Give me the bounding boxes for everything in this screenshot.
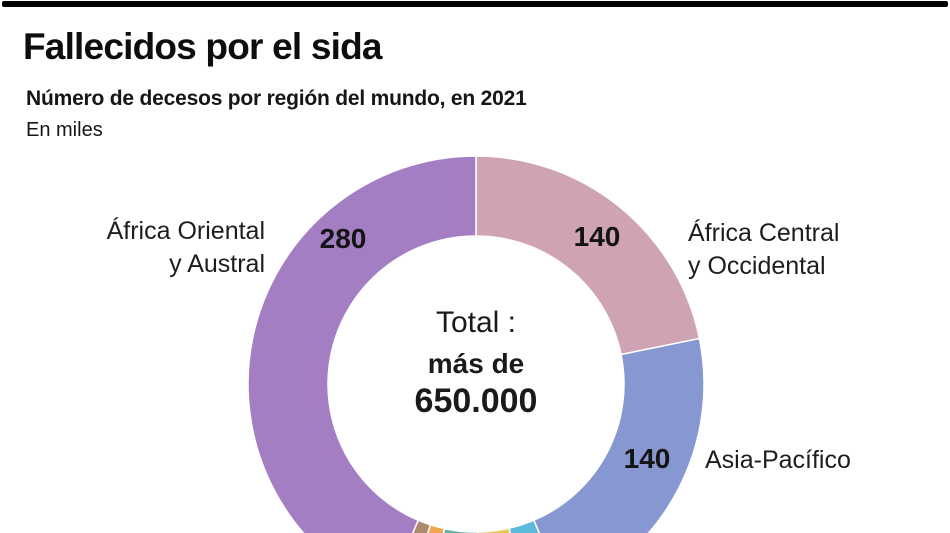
label-line: y Occidental xyxy=(688,252,826,280)
donut-slice-asia-pacifico xyxy=(532,337,705,533)
center-total-prefix: Total : xyxy=(435,306,517,339)
units-note: En miles xyxy=(26,119,103,141)
value-africa-central-y-occidental: 140 xyxy=(573,221,621,252)
donut-slice-cropped-teal xyxy=(442,527,479,533)
center-total-qualifier: más de xyxy=(427,348,525,379)
donut-slice-africa-oriental-y-austral xyxy=(247,155,477,533)
page-title: Fallecidos por el sida xyxy=(23,26,382,67)
label-line: y Austral xyxy=(169,250,265,278)
label-line: Asia-Pacífico xyxy=(705,446,851,474)
chart-subtitle: Número de decesos por región del mundo, … xyxy=(26,87,527,110)
label-africa-central-y-occidental: África Central y Occidental xyxy=(688,217,839,283)
value-africa-oriental-y-austral: 280 xyxy=(319,223,367,254)
center-total-value: 650.000 xyxy=(414,382,538,420)
label-line: África Oriental xyxy=(106,217,265,245)
value-asia-pacifico: 140 xyxy=(623,443,671,474)
label-africa-oriental-y-austral: África Oriental y Austral xyxy=(107,215,265,281)
top-accent-bar xyxy=(2,1,948,7)
label-asia-pacifico: Asia-Pacífico xyxy=(705,444,851,477)
label-line: África Central xyxy=(688,219,840,247)
